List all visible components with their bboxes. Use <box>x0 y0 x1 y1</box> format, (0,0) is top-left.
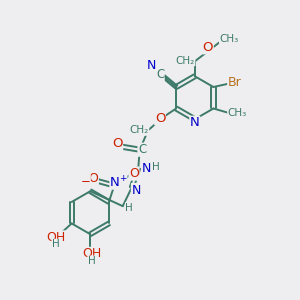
Text: O: O <box>129 167 139 180</box>
Text: −: − <box>80 175 90 188</box>
Text: CH₃: CH₃ <box>220 34 239 44</box>
Text: OH: OH <box>46 231 65 244</box>
Text: O: O <box>88 172 98 184</box>
Text: N: N <box>142 162 151 175</box>
Text: CH₂: CH₂ <box>176 56 195 66</box>
Text: O: O <box>203 41 213 54</box>
Text: N: N <box>131 184 141 196</box>
Text: N: N <box>110 176 120 189</box>
Text: CH₃: CH₃ <box>228 108 247 118</box>
Text: O: O <box>112 137 123 150</box>
Text: N: N <box>190 116 200 129</box>
Text: +: + <box>119 174 127 183</box>
Text: H: H <box>52 239 60 249</box>
Text: H: H <box>88 256 96 266</box>
Text: H: H <box>125 202 133 213</box>
Text: H: H <box>152 162 159 172</box>
Text: C: C <box>156 68 164 81</box>
Text: C: C <box>138 143 146 156</box>
Text: N: N <box>147 59 156 72</box>
Text: O: O <box>155 112 165 125</box>
Text: OH: OH <box>82 248 101 260</box>
Text: CH₂: CH₂ <box>130 125 149 135</box>
Text: Br: Br <box>228 76 242 89</box>
